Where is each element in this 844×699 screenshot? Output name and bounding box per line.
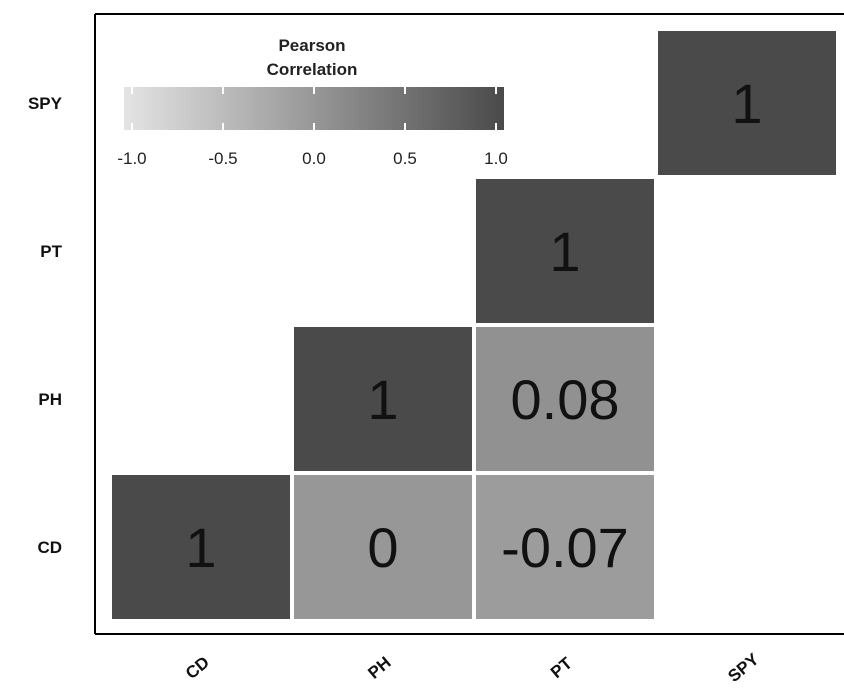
y-tick-label: CD: [37, 538, 62, 557]
legend-title-line-2: Correlation: [267, 60, 358, 79]
legend: Pearson Correlation -1.0 -0.5 0.0 0.5 1.0: [117, 36, 507, 168]
legend-tick-label: -0.5: [208, 149, 237, 168]
axes: [94, 13, 844, 635]
cell-value-label: 1: [549, 220, 580, 283]
legend-tick-label: -1.0: [117, 149, 146, 168]
legend-ticks: -1.0 -0.5 0.0 0.5 1.0: [117, 87, 508, 168]
x-tick-label: PH: [364, 653, 394, 683]
cell-value-label: -0.07: [501, 516, 629, 579]
heatmap-cell-ph-ph: [292, 325, 474, 473]
heatmap-cell-pt-pt: [474, 177, 656, 325]
x-tick-label: CD: [182, 653, 213, 683]
legend-tick-label: 1.0: [484, 149, 508, 168]
cell-value-label: 0.08: [511, 368, 620, 431]
y-tick-label: PH: [38, 390, 62, 409]
y-tick-label: SPY: [28, 94, 63, 113]
heatmap-cell-spy-spy: [656, 29, 838, 177]
cell-value-label: 1: [367, 368, 398, 431]
legend-tick-label: 0.0: [302, 149, 326, 168]
heatmap-cells: 1 0 -0.07 1 0.08 1 1: [110, 29, 838, 621]
legend-title-line-1: Pearson: [278, 36, 345, 55]
heatmap-cell-cd-cd: [110, 473, 292, 621]
x-tick-label: PT: [547, 653, 576, 682]
legend-colorbar: [124, 87, 504, 130]
cell-value-label: 0: [367, 516, 398, 579]
heatmap-cell-pt-cd: [474, 473, 656, 621]
cell-value-label: 1: [185, 516, 216, 579]
y-tick-label: PT: [40, 242, 62, 261]
heatmap-cell-pt-ph: [474, 325, 656, 473]
cell-value-label: 1: [731, 72, 762, 135]
x-tick-label: SPY: [724, 649, 763, 686]
legend-tick-label: 0.5: [393, 149, 417, 168]
heatmap-cell-ph-cd: [292, 473, 474, 621]
